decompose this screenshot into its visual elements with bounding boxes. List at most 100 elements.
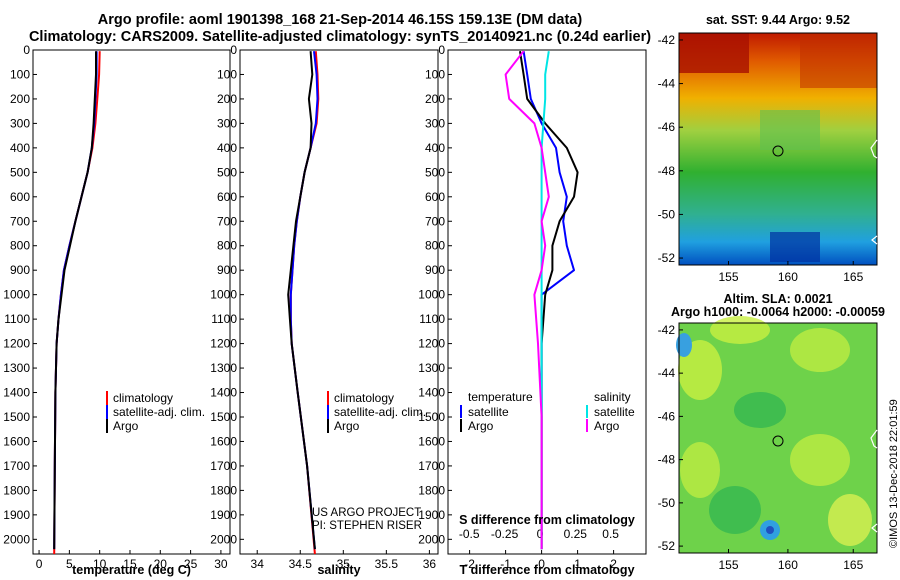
depth-tick-label: 100 (217, 67, 237, 81)
legend-label-climatology: climatology (334, 391, 394, 405)
legend-label-satellite: satellite-adj. clim. (334, 405, 426, 419)
depth-tick-label: 1200 (418, 337, 445, 351)
depth-tick-label: 400 (425, 141, 445, 155)
legend-heading-salinity: salinity (594, 390, 631, 404)
depth-tick-label: 1200 (3, 337, 30, 351)
depth-tick-label: 500 (425, 165, 445, 179)
depth-tick-label: 800 (425, 239, 445, 253)
secondary-x-tick-label: -0.5 (459, 527, 480, 541)
depth-tick-label: 1900 (3, 508, 30, 522)
map-y-tick-label: -46 (658, 409, 676, 423)
legend-heading-temperature: temperature (468, 390, 533, 404)
map-x-tick-label: 165 (843, 558, 863, 572)
t-difference-axis-label: T difference from climatology (459, 563, 635, 577)
map-y-tick-label: -42 (658, 33, 676, 47)
coastline (870, 139, 878, 159)
depth-tick-label: 1500 (3, 410, 30, 424)
map-y-tick-label: -44 (658, 77, 676, 91)
depth-tick-label: 200 (10, 92, 30, 106)
depth-tick-label: 400 (10, 141, 30, 155)
map-x-tick-label: 160 (778, 558, 798, 572)
float-location-marker (772, 435, 784, 447)
depth-tick-label: 400 (217, 141, 237, 155)
depth-tick-label: 1500 (418, 410, 445, 424)
legend-label-climatology: climatology (113, 391, 173, 405)
depth-tick-label: 100 (10, 67, 30, 81)
depth-tick-label: 1000 (418, 288, 445, 302)
depth-tick-label: 1400 (210, 386, 237, 400)
depth-tick-label: 1000 (210, 288, 237, 302)
sst-cold-patch (770, 232, 820, 262)
coastline (870, 429, 878, 449)
depth-tick-label: 2000 (418, 532, 445, 546)
sst-warm-patch (800, 33, 877, 88)
x-tick-label: 0 (36, 557, 43, 571)
map-y-tick-label: -44 (658, 366, 676, 380)
legend-label-salinity-satellite: satellite (594, 405, 635, 419)
depth-tick-label: 1900 (418, 508, 445, 522)
depth-tick-label: 300 (425, 116, 445, 130)
x-tick-label: -1 (500, 557, 511, 571)
x-tick-label: 35 (337, 557, 351, 571)
depth-axis: 0100200300400500600700800900100011001200… (3, 43, 452, 546)
depth-tick-label: 1700 (418, 459, 445, 473)
depth-tick-label: 600 (10, 190, 30, 204)
figure-title-line2: Climatology: CARS2009. Satellite-adjuste… (28, 29, 652, 45)
sst-cool-patch (760, 110, 820, 150)
depth-tick-label: 700 (425, 214, 445, 228)
map-x-tick-label: 155 (718, 558, 738, 572)
depth-tick-label: 1500 (210, 410, 237, 424)
series-line (504, 50, 550, 550)
coastline (871, 523, 878, 533)
depth-tick-label: 1300 (3, 361, 30, 375)
depth-tick-label: 300 (217, 116, 237, 130)
sst-map-title: sat. SST: 9.44 Argo: 9.52 (705, 13, 851, 27)
salinity-axis-label: salinity (317, 563, 361, 577)
depth-tick-label: 1300 (210, 361, 237, 375)
x-tick-label: 35.5 (375, 557, 399, 571)
depth-tick-label: 100 (425, 67, 445, 81)
depth-tick-label: 1600 (418, 434, 445, 448)
map-y-tick-label: -46 (658, 120, 676, 134)
coastline (871, 235, 878, 245)
depth-tick-label: 700 (10, 214, 30, 228)
map-y-tick-label: -50 (658, 496, 676, 510)
depth-tick-label: 2000 (3, 532, 30, 546)
sla-high-patch (790, 328, 850, 372)
difference-legend: temperature satellite Argo salinity sate… (460, 390, 635, 433)
credit-pi: PI: STEPHEN RISER (312, 520, 422, 532)
map-x-tick-label: 155 (718, 270, 738, 284)
map-y-tick-label: -42 (658, 323, 676, 337)
depth-tick-label: 0 (23, 43, 30, 57)
x-tick-label: 20 (154, 557, 168, 571)
temperature-axis-label: temperature (deg C) (72, 563, 191, 577)
s-difference-axis-label: S difference from climatology (459, 513, 635, 527)
depth-tick-label: 1400 (3, 386, 30, 400)
depth-tick-label: 1000 (3, 288, 30, 302)
sst-map (678, 32, 878, 266)
depth-tick-label: 1200 (210, 337, 237, 351)
sst-map-frame (678, 32, 878, 266)
x-tick-label: 34.5 (289, 557, 313, 571)
sla-map-frame (678, 322, 878, 554)
depth-tick-label: 900 (10, 263, 30, 277)
x-tick-label: 5 (66, 557, 73, 571)
x-tick-label: -2 (464, 557, 475, 571)
depth-tick-label: 1600 (3, 434, 30, 448)
imos-timestamp: ©IMOS 13-Dec-2018 22:01:59 (888, 399, 900, 548)
x-tick-label: 10 (93, 557, 107, 571)
sla-map (676, 316, 878, 554)
x-tick-label: 15 (123, 557, 137, 571)
sla-map-title-line2: Argo h1000: -0.0064 h2000: -0.00059 (670, 305, 885, 319)
sla-high-patch (790, 434, 850, 486)
secondary-x-tick-label: 0.25 (564, 527, 588, 541)
depth-tick-label: 0 (438, 43, 445, 57)
depth-tick-label: 2000 (210, 532, 237, 546)
depth-tick-label: 1600 (210, 434, 237, 448)
legend-label-temperature-argo: Argo (468, 419, 494, 433)
temperature-panel (32, 49, 231, 555)
legend-label-argo: Argo (113, 419, 139, 433)
sst-warm-patch (679, 33, 749, 73)
series-line (53, 51, 97, 550)
